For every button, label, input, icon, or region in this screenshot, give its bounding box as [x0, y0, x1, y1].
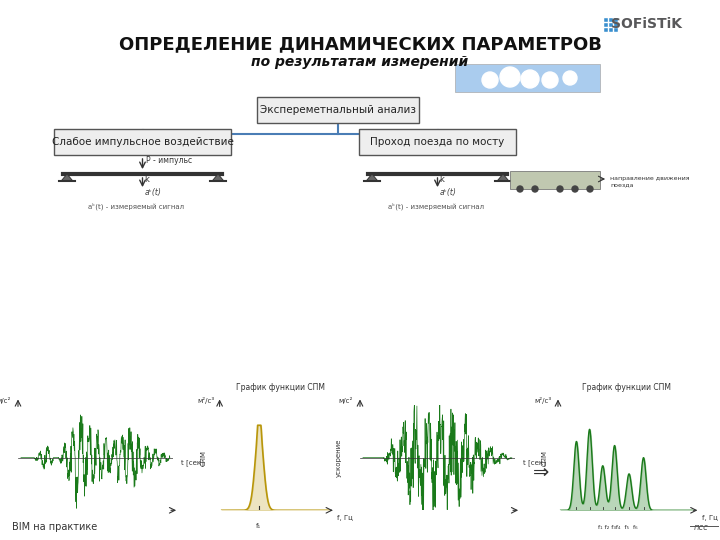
Circle shape: [542, 72, 558, 88]
Text: СПМ: СПМ: [201, 450, 207, 465]
Text: ускорение: ускорение: [336, 438, 341, 477]
Text: t [сек]: t [сек]: [181, 460, 204, 467]
Text: ОПРЕДЕЛЕНИЕ ДИНАМИЧЕСКИХ ПАРАМЕТРОВ: ОПРЕДЕЛЕНИЕ ДИНАМИЧЕСКИХ ПАРАМЕТРОВ: [119, 35, 601, 53]
Circle shape: [557, 186, 563, 192]
Text: аᵏ(t) - измеряемый сигнал: аᵏ(t) - измеряемый сигнал: [88, 202, 184, 210]
FancyBboxPatch shape: [609, 23, 613, 27]
Polygon shape: [497, 174, 509, 181]
Text: аᵏ(t) - измеряемый сигнал: аᵏ(t) - измеряемый сигнал: [387, 202, 484, 210]
Text: направление движения
поезда: направление движения поезда: [610, 176, 690, 187]
Text: SOFiSTiK: SOFiSTiK: [611, 17, 682, 31]
Text: СПМ: СПМ: [541, 450, 547, 465]
Text: пcc: пcc: [693, 523, 708, 532]
Text: BIM на практике: BIM на практике: [12, 522, 97, 532]
Text: по результатам измерений: по результатам измерений: [251, 55, 469, 69]
Text: f, Гц: f, Гц: [702, 515, 718, 521]
Text: f₁ f₂ f₃f₄  f₅  f₆: f₁ f₂ f₃f₄ f₅ f₆: [598, 525, 638, 530]
Polygon shape: [366, 174, 378, 181]
FancyBboxPatch shape: [614, 28, 618, 32]
Circle shape: [482, 72, 498, 88]
FancyBboxPatch shape: [609, 18, 613, 22]
Text: м²/с³: м²/с³: [197, 396, 214, 403]
Text: f, Гц: f, Гц: [337, 515, 353, 521]
Text: аᵏ(t): аᵏ(t): [439, 188, 456, 197]
Text: f₁: f₁: [256, 523, 261, 529]
FancyBboxPatch shape: [614, 18, 618, 22]
FancyBboxPatch shape: [609, 28, 613, 32]
Circle shape: [587, 186, 593, 192]
Text: Слабое импульсное воздействие: Слабое импульсное воздействие: [52, 137, 233, 147]
FancyBboxPatch shape: [604, 18, 608, 22]
Circle shape: [500, 67, 520, 87]
FancyBboxPatch shape: [614, 23, 618, 27]
Polygon shape: [212, 174, 224, 181]
Text: График функции СПМ: График функции СПМ: [582, 383, 671, 393]
Text: ⇒: ⇒: [533, 462, 549, 482]
Circle shape: [521, 70, 539, 88]
Text: k: k: [145, 175, 149, 184]
FancyBboxPatch shape: [604, 28, 608, 32]
Text: м²/с³: м²/с³: [534, 396, 552, 403]
FancyBboxPatch shape: [604, 23, 608, 27]
Circle shape: [517, 186, 523, 192]
FancyBboxPatch shape: [455, 64, 600, 92]
Text: k: k: [439, 175, 444, 184]
Text: Экспереметнальный анализ: Экспереметнальный анализ: [260, 105, 416, 115]
Circle shape: [532, 186, 538, 192]
Text: м/с²: м/с²: [338, 396, 352, 403]
Polygon shape: [61, 174, 73, 181]
FancyBboxPatch shape: [54, 129, 231, 155]
FancyBboxPatch shape: [359, 129, 516, 155]
Circle shape: [572, 186, 578, 192]
Text: аᵏ(t): аᵏ(t): [145, 188, 161, 197]
Text: График функции СПМ: График функции СПМ: [236, 383, 325, 393]
Text: Р - импульс: Р - импульс: [146, 156, 193, 165]
Circle shape: [563, 71, 577, 85]
Text: м/с²: м/с²: [0, 396, 10, 403]
FancyBboxPatch shape: [510, 171, 600, 189]
Text: Проход поезда по мосту: Проход поезда по мосту: [370, 137, 505, 147]
Text: t [сек]: t [сек]: [523, 460, 546, 467]
FancyBboxPatch shape: [257, 97, 419, 123]
